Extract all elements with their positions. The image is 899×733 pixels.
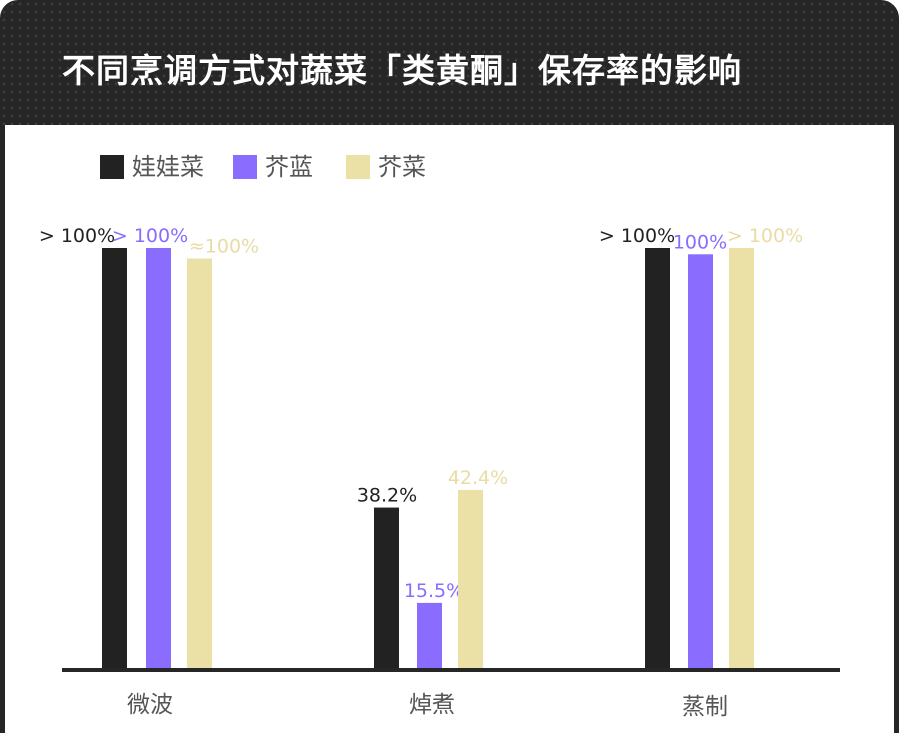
data-label-0-0: > 100% — [39, 225, 115, 247]
legend-label-jiecai: 芥菜 — [378, 153, 426, 181]
bar-0-0 — [102, 248, 127, 668]
data-label-2-1: 100% — [673, 231, 727, 253]
legend-swatch-jielan — [233, 155, 257, 179]
data-label-0-1: > 100% — [112, 225, 188, 247]
bar-1-2 — [458, 489, 483, 668]
title-banner: 不同烹调方式对蔬菜「类黄酮」保存率的影响 — [0, 0, 899, 125]
bar-2-0 — [645, 248, 670, 668]
bar-1-0 — [374, 507, 399, 668]
bar-0-2 — [187, 258, 212, 668]
category-label-2: 蒸制 — [682, 694, 728, 720]
legend-label-jielan: 芥蓝 — [265, 153, 313, 181]
card-border-left — [0, 125, 5, 733]
x-axis-line — [62, 668, 840, 672]
data-label-1-2: 42.4% — [448, 467, 508, 489]
category-label-1: 焯煮 — [409, 692, 455, 718]
category-label-0: 微波 — [127, 692, 173, 718]
legend-swatch-wawacai — [100, 155, 124, 179]
data-label-0-2: ≈100% — [189, 236, 259, 258]
chart-title: 不同烹调方式对蔬菜「类黄酮」保存率的影响 — [62, 51, 742, 90]
legend-swatch-jiecai — [346, 155, 370, 179]
bar-1-1 — [417, 602, 442, 668]
bar-0-1 — [146, 248, 171, 668]
bar-2-1 — [688, 254, 713, 669]
legend-label-wawacai: 娃娃菜 — [132, 153, 204, 181]
data-label-2-0: > 100% — [599, 225, 675, 247]
data-label-1-1: 15.5% — [404, 580, 464, 602]
data-label-1-0: 38.2% — [357, 485, 417, 507]
card-border-right — [894, 125, 899, 733]
bar-2-2 — [729, 248, 754, 668]
data-label-2-2: > 100% — [727, 225, 803, 247]
